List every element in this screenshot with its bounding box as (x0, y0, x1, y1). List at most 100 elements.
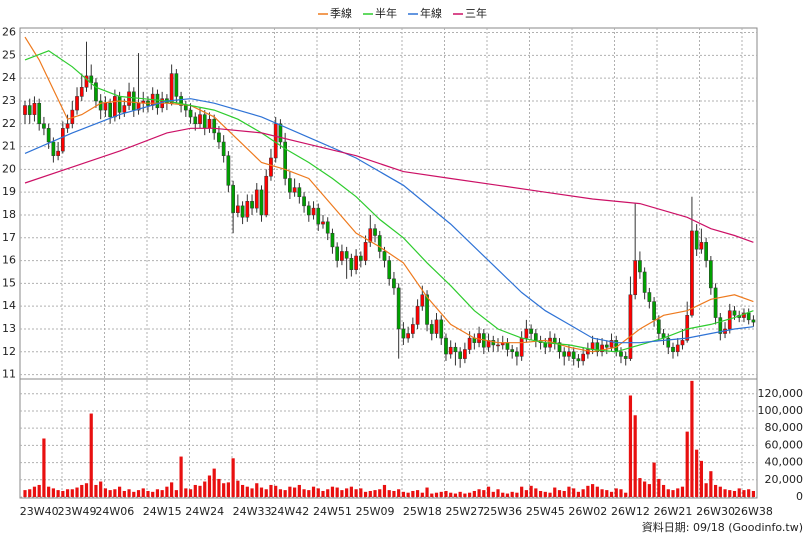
volume-bar (680, 486, 685, 497)
volume-bar (690, 380, 694, 497)
candle-body (117, 96, 122, 113)
candle-body (193, 116, 198, 125)
y-tick-label: 25 (2, 48, 16, 61)
volume-bar (330, 486, 335, 497)
volume-bar (434, 492, 439, 497)
volume-bar (345, 488, 349, 497)
x-tick-label: 25W18 (403, 505, 442, 518)
legend-label: 半年 (375, 6, 397, 20)
volume-tick-label: 0 (796, 490, 803, 503)
candle-body (288, 178, 292, 193)
volume-bar (297, 484, 301, 497)
volume-bar (718, 486, 722, 497)
volume-bar (193, 484, 197, 497)
x-tick-label: 24W51 (313, 505, 352, 518)
candle-body (56, 150, 60, 156)
volume-bar (136, 490, 141, 497)
candle-body (292, 187, 297, 193)
plot-frame (19, 27, 758, 499)
y-tick-label: 16 (2, 254, 16, 267)
x-tick-label: 25W27 (445, 505, 484, 518)
y-tick-label: 11 (2, 368, 16, 381)
volume-bar (695, 449, 699, 497)
volume-bar (595, 486, 599, 497)
volume-tick-label: 80,000 (765, 421, 804, 434)
volume-bar (274, 485, 278, 497)
legend-label: 季線 (330, 6, 352, 20)
volume-bar (548, 492, 552, 497)
volume-bar (170, 482, 174, 497)
candle-body (377, 235, 382, 252)
volume-bar (449, 492, 453, 497)
volume-bar (212, 468, 216, 497)
volume-bar (61, 490, 65, 497)
data-date-note: 資料日期: 09/18 (Goodinfo.tw) (642, 520, 803, 534)
volume-bar (406, 492, 410, 497)
volume-bar (515, 492, 519, 497)
x-tick-label: 23W49 (58, 505, 97, 518)
candle-body (198, 114, 202, 125)
volume-bar (321, 490, 325, 497)
volume-bar (288, 486, 292, 497)
volume-bar (363, 491, 368, 497)
candle-body (202, 114, 207, 129)
legend-label: 三年 (465, 6, 487, 20)
candle-body (638, 260, 642, 273)
volume-bar (458, 491, 462, 497)
y-tick-label: 14 (2, 299, 16, 312)
volume-bar (444, 490, 448, 497)
candle-body (321, 221, 325, 225)
ma-line (24, 50, 754, 353)
candle-body (302, 196, 306, 207)
candle-body (463, 349, 467, 359)
x-tick-label: 24W15 (143, 505, 182, 518)
volume-bar (605, 490, 609, 497)
volume-bar (397, 489, 401, 497)
candle-body (411, 324, 415, 334)
volume-bar (572, 488, 576, 497)
volume-bar (155, 489, 160, 497)
candle-body (524, 328, 529, 339)
candle-body (567, 351, 571, 357)
candle-body (604, 344, 609, 348)
volume-bar (401, 491, 405, 497)
volume-bar (638, 478, 642, 497)
volume-bar (685, 431, 689, 497)
volume-bar (643, 481, 647, 497)
volume-bar (236, 480, 240, 497)
x-tick-label: 24W24 (185, 505, 224, 518)
volume-bar (259, 487, 264, 497)
candle-body (207, 118, 212, 129)
volume-bar (486, 486, 491, 497)
volume-bar (628, 395, 633, 497)
candle-body (131, 91, 136, 111)
x-tick-label: 26W12 (611, 505, 650, 518)
volume-bar (141, 488, 145, 497)
candle-body (373, 228, 377, 236)
candle-body (183, 105, 188, 111)
volume-bar (619, 489, 623, 497)
y-tick-label: 19 (2, 185, 16, 198)
volume-bar (661, 484, 666, 497)
candle-body (245, 201, 250, 218)
volume-bar (704, 483, 708, 497)
volume-bar (264, 489, 268, 497)
candle-body (354, 255, 358, 270)
x-tick-label: 26W30 (696, 505, 735, 518)
volume-bar (89, 413, 93, 497)
candle-body (576, 358, 581, 362)
volume-bar (354, 489, 358, 497)
candle-body (562, 351, 567, 357)
volume-bar (529, 485, 533, 497)
volume-bar (524, 490, 528, 497)
volume-bar (732, 490, 737, 497)
y-tick-label: 15 (2, 276, 16, 289)
candle-body (368, 228, 373, 243)
volume-bar (666, 489, 670, 497)
volume-bar (245, 486, 249, 497)
candle-body (254, 189, 259, 209)
candle-body (751, 319, 756, 323)
volume-bar (118, 486, 122, 497)
candle-body (666, 337, 671, 348)
